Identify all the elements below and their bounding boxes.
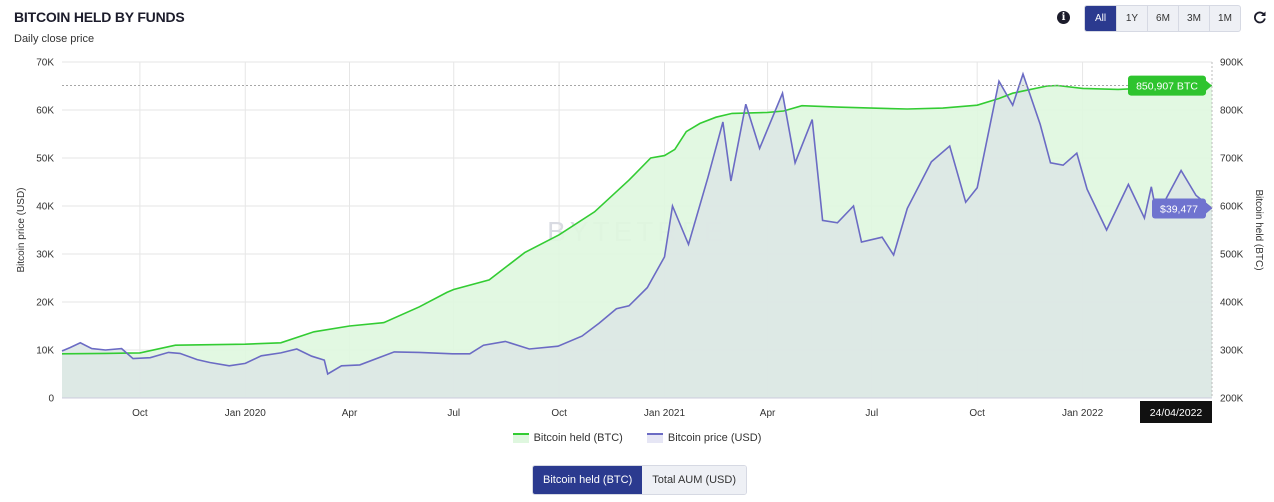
chart-area: BYTETREE 010K20K30K40K50K60K70K200K300K4… [16,58,1264,423]
x-tick-label: Oct [969,408,985,419]
range-6m-button[interactable]: 6M [1147,6,1178,31]
price-value-text: $39,477 [1160,204,1198,216]
x-tick-label: Jan 2021 [644,408,686,419]
date-label: 24/04/2022 [1140,401,1212,423]
held-value-label: 850,907 BTC [1128,75,1212,96]
range-1m-button[interactable]: 1M [1209,6,1240,31]
legend-label-held: Bitcoin held (BTC) [533,432,623,444]
refresh-icon[interactable] [1253,10,1267,24]
held-value-pointer [1206,80,1212,91]
price-line [61,71,1213,376]
legend-label-price: Bitcoin price (USD) [667,432,762,444]
legend: Bitcoin held (BTC) Bitcoin price (USD) [0,432,1274,444]
legend-swatch-price [646,433,663,443]
y-left-tick-label: 60K [36,106,54,117]
value-labels: 850,907 BTC $39,477 24/04/2022 [1128,75,1212,423]
x-tick-label: Jan 2020 [225,408,267,419]
legend-item-price[interactable]: Bitcoin price (USD) [646,432,762,444]
y-right-tick-label: 400K [1220,298,1244,309]
date-text: 24/04/2022 [1150,407,1203,419]
y-right-tick-label: 200K [1220,394,1244,405]
toggle-bitcoin-held-button[interactable]: Bitcoin held (BTC) [533,466,643,494]
y-right-tick-label: 600K [1220,202,1244,213]
y-left-tick-label: 0 [48,394,54,405]
range-selector: All 1Y 6M 3M 1M [1084,5,1241,32]
legend-item-held[interactable]: Bitcoin held (BTC) [512,432,623,444]
held-value-badge [1128,75,1206,96]
axes: 0 10K 20K 30K 40K 50K 60K 70K 200K 300K 400K 500K 60… [36,58,1243,420]
y-left-tick-label: 30K [36,250,54,261]
x-tick-label: Jul [447,408,460,419]
date-badge [1140,401,1212,423]
y-right-axis-title: Bitcoin held (BTC) [1253,189,1264,270]
legend-swatch-held [512,433,529,443]
price-value-label: $39,477 [1152,198,1212,219]
range-all-button[interactable]: All [1085,6,1116,31]
y-right-tick-label: 700K [1220,154,1244,165]
range-3m-button[interactable]: 3M [1178,6,1209,31]
y-left-tick-label: 40K [36,202,54,213]
chart-title: BITCOIN HELD BY FUNDS [14,9,185,25]
x-tick-label: Jul [865,408,878,419]
y-left-tick-label: 20K [36,298,54,309]
y-left-axis-title: Bitcoin price (USD) [16,187,27,272]
y-left-tick-label: 10K [36,346,54,357]
x-tick-label: Oct [551,408,567,419]
y-right-tick-label: 500K [1220,250,1244,261]
range-1y-button[interactable]: 1Y [1116,6,1147,31]
y-right-tick-label: 800K [1220,106,1244,117]
x-tick-label: Apr [760,408,776,419]
y-left-tick-label: 50K [36,154,54,165]
toggle-total-aum-button[interactable]: Total AUM (USD) [642,466,747,494]
metric-toggle: Bitcoin held (BTC) Total AUM (USD) [532,465,748,495]
price-value-pointer [1206,203,1212,214]
price-value-badge [1152,198,1206,219]
x-tick-label: Oct [132,408,148,419]
x-tick-label: Apr [342,408,358,419]
y-left-tick-label: 70K [36,58,54,69]
y-right-tick-label: 300K [1220,346,1244,357]
x-tick-label: Jan 2022 [1062,408,1104,419]
chart-subtitle: Daily close price [14,33,95,45]
price-area [62,74,1212,398]
held-value-text: 850,907 BTC [1136,81,1198,93]
y-right-tick-label: 900K [1220,58,1244,69]
info-icon[interactable]: i [1057,11,1070,24]
